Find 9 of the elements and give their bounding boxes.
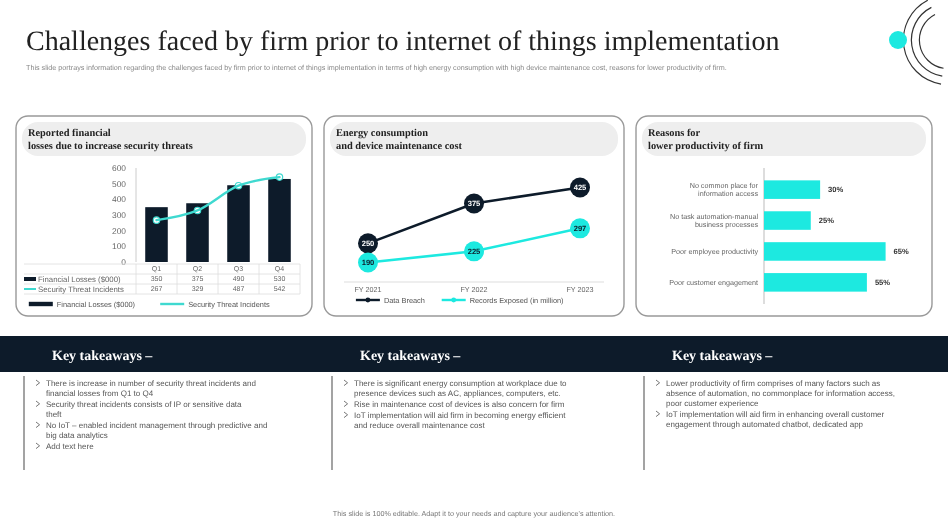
bar bbox=[145, 207, 168, 262]
bar bbox=[227, 185, 250, 262]
text: Challenges faced by firm prior to internet of things implementation bbox=[26, 28, 780, 58]
bar bbox=[764, 242, 886, 261]
bar bbox=[764, 211, 811, 230]
bar bbox=[764, 273, 867, 292]
bar bbox=[764, 180, 821, 199]
bar bbox=[268, 178, 291, 262]
bar bbox=[186, 203, 209, 262]
